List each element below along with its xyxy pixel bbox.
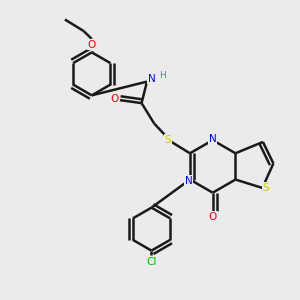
Text: S: S	[262, 183, 269, 193]
Text: Cl: Cl	[146, 257, 157, 267]
Text: N: N	[148, 74, 155, 84]
Text: N: N	[209, 134, 217, 144]
Text: O: O	[88, 40, 96, 50]
Text: O: O	[110, 94, 118, 103]
Text: N: N	[184, 176, 192, 186]
Text: S: S	[164, 134, 171, 145]
Text: H: H	[159, 70, 166, 80]
Text: O: O	[208, 212, 217, 222]
